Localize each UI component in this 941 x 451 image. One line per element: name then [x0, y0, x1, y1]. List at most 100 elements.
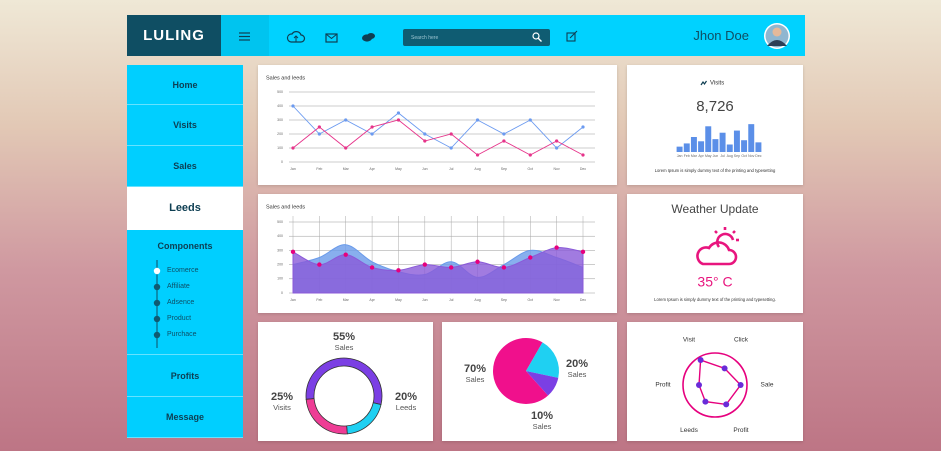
x-tick-label: Jun — [422, 167, 428, 171]
radar-point — [696, 382, 702, 388]
y-tick-label: 300 — [277, 248, 283, 252]
menu-icon[interactable] — [239, 32, 250, 41]
timeline — [153, 260, 161, 348]
user-name[interactable]: Jhon Doe — [693, 28, 749, 43]
x-tick-label: Dec — [580, 298, 586, 302]
components-title: Components — [157, 241, 213, 251]
x-tick-label: Oct — [741, 154, 746, 158]
sub-item[interactable]: Affiliate — [167, 283, 190, 290]
series-point — [344, 118, 348, 122]
slice-category-label: Sales — [335, 343, 354, 352]
series-point — [502, 132, 506, 136]
nav-item[interactable]: Home — [127, 65, 243, 105]
visits-total: 8,726 — [696, 98, 734, 115]
weather-temperature: 35° C — [697, 274, 732, 290]
series-point — [555, 139, 559, 143]
radar-chart: Visit Click Sale Profit Leeds Profit — [655, 337, 773, 434]
nav-item[interactable]: Profits — [127, 355, 243, 397]
visits-label: Visits — [710, 81, 724, 87]
bar — [748, 124, 755, 152]
line-chart: Sales and leeds 0 100 200 300 400 500 Jan Feb Mar… — [266, 75, 595, 171]
x-tick-label: Apr — [698, 154, 704, 158]
radar-axis-label: Sale — [760, 382, 773, 389]
x-tick-label: Mar — [343, 167, 350, 171]
series-marker — [317, 262, 322, 267]
weather-icon — [696, 227, 739, 266]
radar-point — [697, 357, 704, 364]
series-point — [423, 139, 427, 143]
edit-icon[interactable] — [566, 30, 578, 42]
avatar-body — [767, 40, 787, 46]
area-chart: Sales and leeds 0 100 200 300 400 500 Jan Feb Mar… — [266, 204, 595, 302]
series-marker — [554, 245, 559, 250]
logo[interactable]: LULING — [127, 15, 221, 56]
x-tick-label: Oct — [528, 298, 533, 302]
slice-category-label: Sales — [466, 375, 485, 384]
donut-card: 55% Sales 20% Leeds 25% Visits — [258, 322, 433, 441]
series-point — [396, 118, 401, 122]
series-marker — [448, 265, 454, 270]
radar-axis-label: Leeds — [680, 427, 698, 434]
sub-item[interactable]: Adsence — [167, 299, 195, 306]
sub-item[interactable]: Ecomerce — [167, 267, 199, 274]
search-icon[interactable] — [532, 32, 542, 42]
visits-caption: Lorem Ipsum is simply dummy text of the … — [655, 168, 776, 173]
series-point — [449, 146, 453, 150]
bar — [676, 146, 683, 152]
series-point — [344, 146, 348, 150]
radar-outline — [682, 352, 748, 418]
nav-item[interactable]: Sales — [127, 146, 243, 187]
x-tick-label: Feb — [684, 154, 690, 158]
x-tick-label: Apr — [369, 167, 375, 171]
slice — [493, 338, 549, 404]
x-tick-label: Mar — [343, 298, 350, 302]
search-box[interactable]: Search here — [403, 29, 550, 46]
series-point — [291, 104, 295, 108]
sub-item[interactable]: Product — [167, 315, 192, 322]
avatar-face — [772, 27, 782, 37]
mail-icon[interactable] — [325, 33, 338, 43]
slice — [346, 402, 382, 435]
weather-caption: Lorem Ipsum is simply dummy text of the … — [654, 297, 776, 302]
slice-value-label: 55% — [333, 331, 355, 343]
timeline-dot — [153, 299, 161, 307]
slice-value-label: 20% — [395, 391, 417, 403]
slice-value-label: 70% — [464, 363, 486, 375]
radar-point — [721, 365, 728, 372]
series-point — [317, 132, 321, 136]
y-tick-label: 200 — [277, 263, 283, 267]
series-marker — [396, 268, 401, 273]
series-marker — [422, 262, 428, 267]
bar — [683, 143, 690, 152]
radar-polygon — [698, 359, 742, 406]
menu-button-bg — [221, 15, 269, 56]
x-tick-label: Nov — [748, 154, 754, 158]
x-tick-label: May — [395, 167, 402, 171]
radar-point — [723, 401, 730, 408]
nav-item[interactable]: Message — [127, 397, 243, 438]
x-tick-label: Sep — [734, 154, 740, 158]
visits-chart: Visits 8,726 Lorem Ipsum is simply dummy… — [655, 81, 776, 174]
visits-card: Visits 8,726 Lorem Ipsum is simply dummy… — [627, 65, 803, 185]
nav-item[interactable]: Visits — [127, 105, 243, 146]
y-tick-label: 200 — [277, 132, 283, 136]
series-point — [396, 111, 401, 115]
x-tick-label: Apr — [369, 298, 375, 302]
sub-item[interactable]: Purchace — [167, 331, 197, 338]
bar — [705, 126, 712, 152]
slice-category-label: Sales — [568, 370, 587, 379]
y-tick-label: 400 — [277, 234, 283, 238]
components-section: Components Ecomerce Affiliate Adsence Produc… — [127, 230, 243, 355]
chart-title: Sales and leeds — [266, 204, 305, 210]
series-marker — [528, 255, 533, 260]
chat-icon[interactable] — [362, 33, 375, 42]
cloud-icon[interactable] — [286, 31, 306, 43]
bar — [698, 141, 705, 152]
series-marker — [343, 252, 348, 257]
slice-value-label: 10% — [531, 410, 553, 422]
x-tick-label: Jan — [677, 154, 683, 158]
series-point — [502, 139, 506, 143]
y-tick-label: 400 — [277, 104, 283, 108]
nav-item[interactable]: Leeds — [127, 187, 243, 230]
